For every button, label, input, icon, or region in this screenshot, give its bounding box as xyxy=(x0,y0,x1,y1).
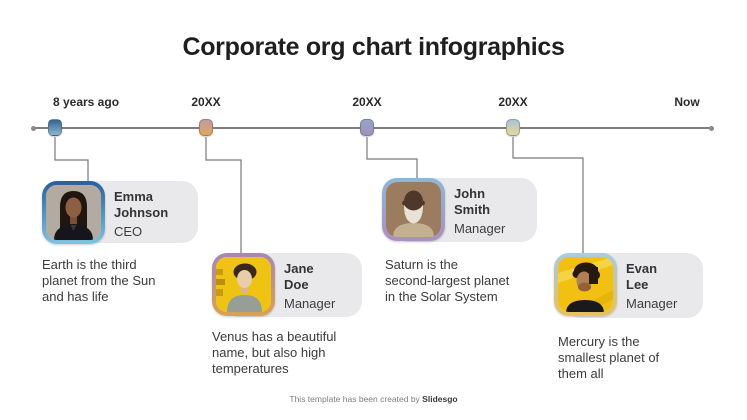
person-info-emma: Emma Johnson CEO xyxy=(114,189,168,239)
description-evan: Mercury is the smallest planet of them a… xyxy=(558,334,659,382)
person-last-name: Smith xyxy=(454,201,491,217)
person-last-name: Doe xyxy=(284,276,309,292)
description-line: Saturn is the xyxy=(385,257,458,272)
person-first-name: Jane xyxy=(284,261,314,276)
description-line: and has life xyxy=(42,289,109,304)
person-role: Manager xyxy=(454,221,506,236)
page-title: Corporate org chart infographics xyxy=(182,33,565,61)
timeline-label-3: 20XX xyxy=(352,95,382,109)
person-last-name: Johnson xyxy=(114,204,169,220)
description-line: temperatures xyxy=(212,361,289,376)
description-line: Earth is the third xyxy=(42,257,137,272)
description-john: Saturn is the second-largest planet in t… xyxy=(385,257,509,305)
footer-credit: This template has been created by Slides… xyxy=(0,394,747,404)
timeline-marker-4 xyxy=(506,119,520,136)
person-first-name: Evan xyxy=(626,261,658,276)
timeline-marker-3 xyxy=(360,119,374,136)
person-role: CEO xyxy=(114,224,143,239)
description-line: them all xyxy=(558,366,604,381)
description-jane: Venus has a beautiful name, but also hig… xyxy=(212,329,336,377)
connector-john xyxy=(366,137,418,180)
description-line: Mercury is the xyxy=(558,334,640,349)
description-line: planet from the Sun xyxy=(42,273,156,288)
description-line: in the Solar System xyxy=(385,289,498,304)
description-emma: Earth is the third planet from the Sun a… xyxy=(42,257,155,305)
person-photo-emma xyxy=(42,181,105,244)
person-role: Manager xyxy=(284,296,336,311)
person-info-john: John Smith Manager xyxy=(454,186,505,236)
connector-emma xyxy=(54,137,89,183)
timeline-label-2: 20XX xyxy=(191,95,221,109)
description-line: name, but also high xyxy=(212,345,326,360)
description-line: smallest planet of xyxy=(558,350,660,365)
avatar-john-smith xyxy=(386,182,441,237)
person-photo-evan xyxy=(554,253,617,316)
footer-credit-text: This template has been created by xyxy=(289,394,423,404)
avatar-jane-doe xyxy=(216,257,271,312)
person-info-evan: Evan Lee Manager xyxy=(626,261,677,311)
timeline-end-dot xyxy=(708,125,714,131)
connector-jane xyxy=(205,137,242,255)
person-last-name: Lee xyxy=(626,276,649,292)
person-first-name: Emma xyxy=(114,189,154,204)
avatar-emma-johnson xyxy=(46,185,101,240)
person-photo-jane xyxy=(212,253,275,316)
person-info-jane: Jane Doe Manager xyxy=(284,261,335,311)
person-photo-john xyxy=(382,178,445,241)
person-first-name: John xyxy=(454,186,486,201)
timeline-marker-2 xyxy=(199,119,213,136)
person-role: Manager xyxy=(626,296,678,311)
timeline-marker-1 xyxy=(48,119,62,136)
footer-brand: Slidesgo xyxy=(422,394,458,404)
timeline-label-4: 20XX xyxy=(498,95,528,109)
timeline-label-5: Now xyxy=(674,95,700,109)
description-line: Venus has a beautiful xyxy=(212,329,337,344)
timeline-label-1: 8 years ago xyxy=(52,95,120,109)
avatar-evan-lee xyxy=(558,257,613,312)
timeline-start-dot xyxy=(30,125,36,131)
description-line: second-largest planet xyxy=(385,273,510,288)
